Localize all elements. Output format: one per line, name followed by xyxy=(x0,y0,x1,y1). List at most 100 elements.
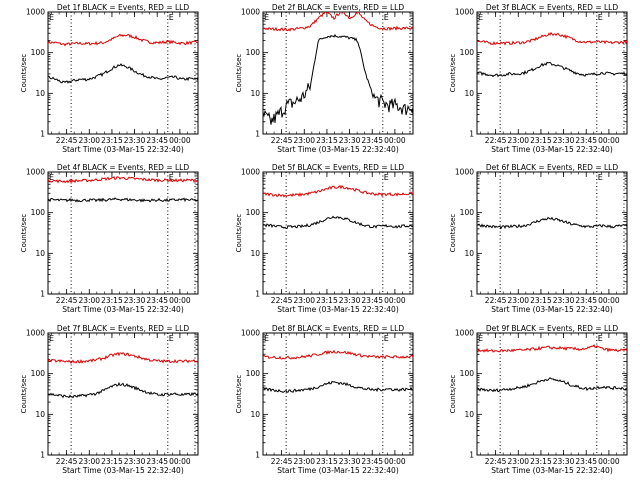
y-tick-label: 100 xyxy=(460,369,475,378)
x-tick-label: 23:45 xyxy=(575,457,597,466)
series-lld-line xyxy=(263,349,413,360)
plot-frame xyxy=(262,332,414,456)
series-events-line xyxy=(263,33,413,125)
y-tick-label: 100 xyxy=(31,48,46,57)
x-tick-label: 22:45 xyxy=(271,296,293,305)
x-tick-label: 23:15 xyxy=(530,457,552,466)
x-tick-label: 23:45 xyxy=(146,296,168,305)
y-tick-label: 100 xyxy=(460,48,475,57)
x-tick-label: 22:45 xyxy=(271,457,293,466)
x-tick-label: 23:00 xyxy=(507,457,529,466)
x-tick-label: 22:45 xyxy=(56,136,78,145)
y-tick-label: 1 xyxy=(40,290,45,299)
x-axis-label: Start Time (03-Mar-15 22:32:40) xyxy=(491,466,613,475)
time-marker-label: E xyxy=(598,13,603,22)
x-tick-label: 00:00 xyxy=(169,136,191,145)
plot-frame xyxy=(47,11,199,135)
y-tick-label: 1000 xyxy=(455,168,474,177)
time-marker-label: E xyxy=(384,173,389,182)
panel-det-4: Det 4f BLACK = Events, RED = LLD 1 10 100 10… xyxy=(20,163,199,314)
series-events-line xyxy=(477,377,627,393)
series-lld-line xyxy=(477,31,627,46)
x-axis-label: Start Time (03-Mar-15 22:32:40) xyxy=(62,466,184,475)
y-tick-label: 1000 xyxy=(241,8,260,17)
y-tick-label: 1 xyxy=(255,451,260,460)
time-marker-label: E xyxy=(49,13,54,22)
x-tick-label: 23:45 xyxy=(575,296,597,305)
y-axis-label: Counts/sec xyxy=(235,54,243,93)
x-tick-label: 23:30 xyxy=(124,296,146,305)
series-lld-line xyxy=(48,352,198,364)
x-tick-label: 23:30 xyxy=(553,296,575,305)
time-marker-label: E xyxy=(49,173,54,182)
y-axis-label: Counts/sec xyxy=(235,375,243,414)
panel-title: Det 3f BLACK = Events, RED = LLD xyxy=(486,3,619,12)
x-axis-label: Start Time (03-Mar-15 22:32:40) xyxy=(277,305,399,314)
y-tick-label: 100 xyxy=(31,369,46,378)
x-tick-label: 00:00 xyxy=(384,296,406,305)
panel-title: Det 5f BLACK = Events, RED = LLD xyxy=(272,163,405,172)
panel-det-8: Det 8f BLACK = Events, RED = LLD 1 10 100 10… xyxy=(235,324,414,475)
time-marker-label: E xyxy=(478,13,483,22)
series-events-line xyxy=(263,215,413,230)
series-lld-line xyxy=(263,12,413,32)
time-marker-label: E xyxy=(598,334,603,343)
x-tick-label: 23:30 xyxy=(339,457,361,466)
y-tick-label: 1 xyxy=(469,290,474,299)
panel-title: Det 6f BLACK = Events, RED = LLD xyxy=(486,163,619,172)
y-tick-label: 10 xyxy=(464,410,474,419)
series-lld-line xyxy=(48,33,198,47)
y-axis-label: Counts/sec xyxy=(449,214,457,253)
time-marker-label: E xyxy=(169,13,174,22)
x-tick-label: 00:00 xyxy=(598,296,620,305)
time-marker-label: E xyxy=(49,334,54,343)
x-tick-label: 23:45 xyxy=(575,136,597,145)
x-tick-label: 23:45 xyxy=(361,457,383,466)
panel-title: Det 4f BLACK = Events, RED = LLD xyxy=(57,163,190,172)
series-events-line xyxy=(477,61,627,78)
x-tick-label: 23:15 xyxy=(101,296,123,305)
y-tick-label: 1000 xyxy=(241,168,260,177)
x-axis-label: Start Time (03-Mar-15 22:32:40) xyxy=(491,145,613,154)
x-tick-label: 23:45 xyxy=(361,296,383,305)
y-tick-label: 100 xyxy=(246,48,261,57)
y-tick-label: 10 xyxy=(35,249,45,258)
x-tick-label: 00:00 xyxy=(169,296,191,305)
plot-frame xyxy=(476,332,628,456)
plot-frame xyxy=(47,171,199,295)
x-tick-label: 23:30 xyxy=(339,136,361,145)
x-tick-label: 23:00 xyxy=(78,457,100,466)
x-tick-label: 23:45 xyxy=(146,136,168,145)
series-events-line xyxy=(48,381,198,399)
x-tick-label: 22:45 xyxy=(56,457,78,466)
y-tick-label: 10 xyxy=(35,410,45,419)
x-axis-label: Start Time (03-Mar-15 22:32:40) xyxy=(62,305,184,314)
y-tick-label: 1000 xyxy=(26,8,45,17)
y-axis-label: Counts/sec xyxy=(20,214,28,253)
x-tick-label: 00:00 xyxy=(598,136,620,145)
y-tick-label: 1000 xyxy=(26,329,45,338)
series-lld-line xyxy=(48,175,198,184)
y-tick-label: 1000 xyxy=(455,8,474,17)
x-tick-label: 23:30 xyxy=(553,136,575,145)
y-tick-label: 10 xyxy=(464,249,474,258)
time-marker-label: E xyxy=(384,334,389,343)
y-axis-label: Counts/sec xyxy=(449,54,457,93)
y-tick-label: 1 xyxy=(255,290,260,299)
x-tick-label: 23:00 xyxy=(293,136,315,145)
y-tick-label: 100 xyxy=(460,208,475,217)
panel-det-9: Det 9f BLACK = Events, RED = LLD 1 10 100 10… xyxy=(449,324,628,475)
x-tick-label: 00:00 xyxy=(384,457,406,466)
x-tick-label: 22:45 xyxy=(271,136,293,145)
series-events-line xyxy=(48,197,198,203)
y-axis-label: Counts/sec xyxy=(449,375,457,414)
x-tick-label: 22:45 xyxy=(56,296,78,305)
x-tick-label: 00:00 xyxy=(598,457,620,466)
plot-frame xyxy=(476,11,628,135)
panel-title: Det 8f BLACK = Events, RED = LLD xyxy=(272,324,405,333)
x-axis-label: Start Time (03-Mar-15 22:32:40) xyxy=(277,466,399,475)
x-axis-label: Start Time (03-Mar-15 22:32:40) xyxy=(277,145,399,154)
x-tick-label: 22:45 xyxy=(485,296,507,305)
x-tick-label: 23:00 xyxy=(78,136,100,145)
